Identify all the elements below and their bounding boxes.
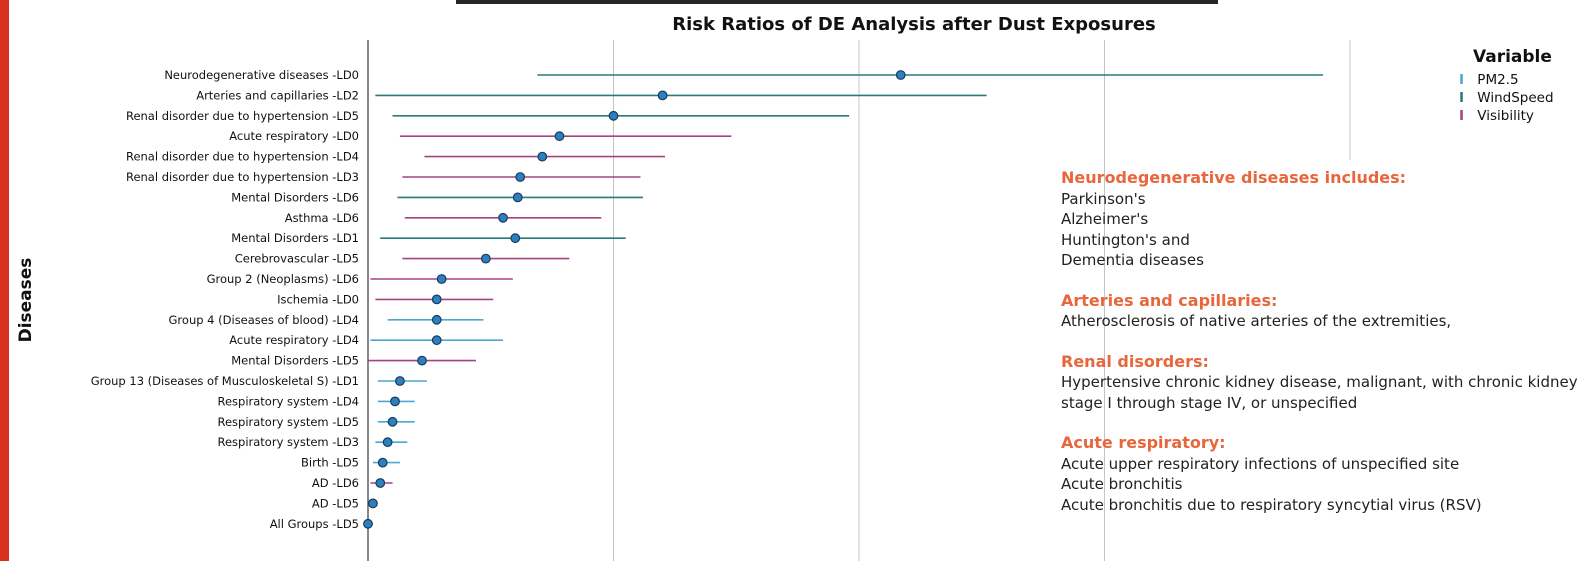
row-label: Respiratory system -LD4	[217, 394, 359, 408]
row-label: Acute respiratory -LD4	[229, 333, 359, 347]
row-label: Ischemia -LD0	[277, 292, 359, 306]
estimate-point	[382, 437, 393, 448]
legend-title: Variable	[1473, 47, 1552, 67]
legend: Variable I PM2.5 I WindSpeed I Visibilit…	[1459, 47, 1554, 125]
row-label: Group 2 (Neoplasms) -LD6	[207, 272, 359, 286]
note-heading-neuro: Neurodegenerative diseases includes:	[1061, 168, 1407, 187]
estimate-point	[480, 253, 491, 264]
note-line: Acute upper respiratory infections of un…	[1061, 454, 1460, 473]
estimate-point	[657, 90, 668, 101]
error-bar-icon: I	[1459, 90, 1465, 106]
row-label: Renal disorder due to hypertension -LD4	[126, 150, 359, 164]
row-label: Asthma -LD6	[285, 211, 359, 225]
row-label: AD -LD6	[312, 476, 359, 490]
note-heading-renal: Renal disorders:	[1061, 351, 1209, 371]
note-line: stage I through stage IV, or unspecified	[1061, 393, 1358, 412]
row-label: Mental Disorders -LD5	[231, 354, 359, 368]
estimate-point	[512, 192, 523, 203]
estimate-point	[431, 314, 442, 325]
row-label: Renal disorder due to hypertension -LD3	[126, 170, 359, 184]
estimate-point	[377, 457, 388, 468]
row-label: Acute respiratory -LD0	[229, 129, 359, 143]
row-label: Renal disorder due to hypertension -LD5	[126, 109, 359, 123]
row-label: Group 4 (Diseases of blood) -LD4	[169, 313, 359, 327]
note-line: Parkinson's	[1061, 189, 1146, 208]
estimate-point	[368, 498, 378, 509]
estimate-point	[387, 416, 398, 427]
estimate-point	[390, 396, 400, 407]
note-line: Acute bronchitis due to respiratory sync…	[1061, 495, 1482, 514]
row-label: AD -LD5	[312, 496, 359, 510]
note-line: Alzheimer's	[1061, 210, 1149, 228]
note-heading-arteries: Arteries and capillaries:	[1061, 290, 1278, 310]
row-label: Group 13 (Diseases of Musculoskeletal S)…	[91, 374, 359, 388]
row-label: Mental Disorders -LD1	[231, 231, 359, 245]
note-line: Hypertensive chronic kidney disease, mal…	[1061, 373, 1581, 391]
note-line: Dementia diseases	[1061, 251, 1204, 269]
legend-item-pm25: I PM2.5	[1459, 71, 1554, 89]
estimate-point	[498, 212, 508, 223]
y-axis-label: Diseases	[16, 257, 36, 343]
slide-panel: Neurodegenerative diseases -LD0 Arteries …	[9, 0, 1581, 561]
error-bar-icon: I	[1459, 72, 1465, 88]
row-label: Respiratory system -LD3	[217, 435, 359, 449]
row-label: Neurodegenerative diseases -LD0	[164, 68, 359, 82]
estimate-point	[537, 151, 548, 162]
estimate-point	[431, 335, 442, 346]
row-label: Cerebrovascular -LD5	[235, 252, 359, 266]
note-line: Atherosclerosis of native arteries of th…	[1061, 312, 1452, 330]
legend-item-visibility: I Visibility	[1459, 107, 1554, 125]
row-label: Birth -LD5	[301, 456, 359, 470]
note-line: Acute bronchitis	[1061, 475, 1183, 493]
top-bar	[456, 0, 1218, 4]
estimate-point	[375, 478, 386, 488]
legend-item-windspeed: I WindSpeed	[1459, 89, 1554, 107]
chart-title: Risk Ratios of DE Analysis after Dust Ex…	[672, 14, 1156, 35]
notes-panel: Neurodegenerative diseases includes: Par…	[1061, 168, 1581, 515]
error-bar-icon: I	[1459, 108, 1465, 124]
estimate-point	[395, 376, 405, 386]
row-label: All Groups -LD5	[270, 517, 359, 531]
estimate-point	[363, 518, 373, 529]
forest-plot: Neurodegenerative diseases -LD0 Arteries …	[91, 40, 1351, 561]
estimate-point	[895, 70, 906, 80]
estimate-point	[554, 131, 565, 142]
estimate-point	[436, 274, 447, 284]
estimate-point	[515, 172, 526, 182]
note-line: Huntington's and	[1061, 230, 1190, 249]
row-label: Respiratory system -LD5	[217, 415, 359, 429]
legend-label-windspeed: WindSpeed	[1477, 90, 1554, 106]
estimate-point	[417, 355, 427, 366]
row-label: Arteries and capillaries -LD2	[196, 88, 359, 102]
note-heading-acute: Acute respiratory:	[1061, 433, 1226, 452]
legend-label-visibility: Visibility	[1477, 108, 1534, 124]
estimate-point	[510, 233, 521, 244]
row-label: Mental Disorders -LD6	[231, 190, 359, 204]
legend-label-pm25: PM2.5	[1477, 72, 1519, 88]
estimate-point	[608, 110, 619, 121]
estimate-point	[431, 294, 442, 305]
